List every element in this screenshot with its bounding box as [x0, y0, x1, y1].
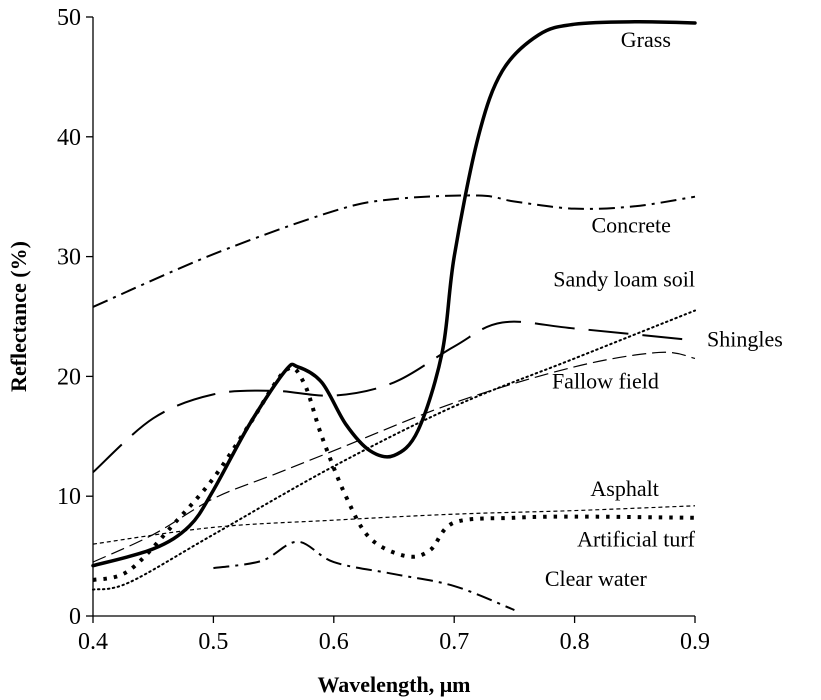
curves-layer [91, 20, 697, 611]
y-tick-label: 50 [57, 5, 81, 31]
series-line-asphalt [92, 505, 696, 545]
series-line-clear-water [213, 540, 515, 611]
x-tick-label: 0.6 [319, 629, 349, 655]
curve-labels-layer: Grass Concrete Sandy loam soil Shingles Fall… [545, 27, 783, 591]
series-line-sandy-loam-soil [92, 309, 696, 591]
series-label-asphalt: Asphalt [590, 476, 658, 501]
series-label-artificial-turf: Artificial turf [577, 527, 696, 552]
y-tick-label: 10 [57, 484, 81, 510]
series-label-clear-water: Clear water [545, 566, 648, 591]
y-tick-label: 40 [57, 125, 81, 151]
series-label-shingles: Shingles [707, 326, 783, 351]
series-line-fallow-field [92, 351, 696, 563]
x-tick-label: 0.9 [680, 629, 710, 655]
y-tick-label: 20 [57, 364, 81, 390]
series-line-shingles [92, 320, 696, 473]
y-axis-title: Reflectance (%) [6, 241, 31, 392]
x-tick-label: 0.7 [439, 629, 469, 655]
axes-layer: 0 10 20 30 40 50 0.4 0.5 0.6 0.7 0.8 0.9 [57, 5, 710, 655]
x-axis-title: Wavelength, μm [317, 672, 470, 697]
series-label-sandy-loam-soil: Sandy loam soil [553, 267, 695, 292]
x-tick-label: 0.8 [560, 629, 590, 655]
series-line-concrete [92, 194, 696, 308]
series-label-fallow-field: Fallow field [552, 368, 659, 393]
x-tick-label: 0.5 [198, 629, 228, 655]
series-line-grass [91, 20, 697, 568]
y-tick-label: 30 [57, 245, 81, 271]
series-label-grass: Grass [621, 27, 671, 52]
y-tick-label: 0 [69, 604, 81, 630]
series-label-concrete: Concrete [592, 213, 671, 238]
x-tick-label: 0.4 [78, 629, 108, 655]
series-line-artificial-turf [92, 365, 696, 583]
